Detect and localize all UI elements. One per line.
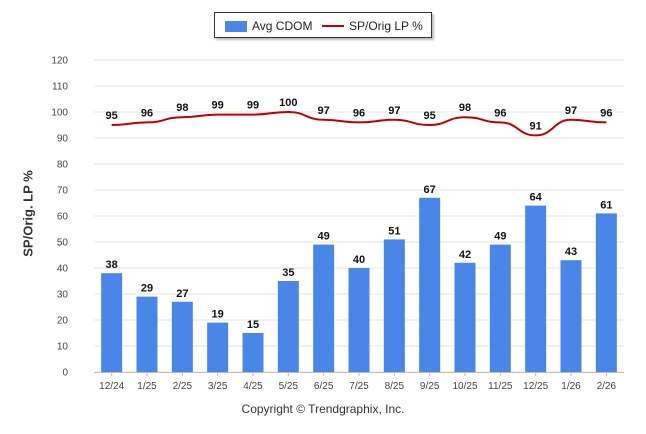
line-swatch-icon xyxy=(322,25,344,27)
bar-data-label: 67 xyxy=(424,184,436,196)
bar-data-label: 42 xyxy=(459,249,471,261)
bar-avg-cdom xyxy=(171,301,193,372)
bar-swatch-icon xyxy=(225,20,247,32)
line-data-label: 97 xyxy=(388,105,400,117)
bar-data-label: 64 xyxy=(530,192,543,204)
x-tick-label: 10/25 xyxy=(452,381,477,392)
bar-data-label: 49 xyxy=(494,231,506,243)
bar-data-label: 49 xyxy=(318,231,330,243)
legend-label-avg-cdom: Avg CDOM xyxy=(252,19,313,33)
y-tick-label: 0 xyxy=(62,368,68,379)
x-tick-label: 6/25 xyxy=(314,381,334,392)
bar-data-label: 51 xyxy=(388,225,400,237)
bar-avg-cdom xyxy=(419,197,441,372)
legend: Avg CDOM SP/Orig LP % xyxy=(214,12,432,38)
line-data-label: 99 xyxy=(212,100,224,112)
x-tick-label: 1/25 xyxy=(137,381,157,392)
bar-data-label: 27 xyxy=(176,288,188,300)
y-axis-title: SP/Orig. LP % xyxy=(20,170,36,257)
y-tick-label: 40 xyxy=(57,264,69,275)
bar-avg-cdom xyxy=(242,333,264,372)
x-tick-label: 12/24 xyxy=(99,381,124,392)
line-data-label: 96 xyxy=(600,107,612,119)
x-tick-label: 5/25 xyxy=(279,381,299,392)
x-tick-label: 1/26 xyxy=(561,381,581,392)
x-tick-label: 9/25 xyxy=(420,381,440,392)
y-tick-label: 20 xyxy=(57,316,69,327)
bar-avg-cdom xyxy=(560,260,582,372)
bar-avg-cdom xyxy=(348,268,370,372)
bar-data-label: 15 xyxy=(247,319,259,331)
y-tick-label: 90 xyxy=(57,134,69,145)
bar-avg-cdom xyxy=(489,244,511,372)
bar-avg-cdom xyxy=(277,281,299,372)
bar-data-label: 61 xyxy=(600,199,612,211)
line-data-label: 91 xyxy=(530,120,542,132)
x-tick-label: 4/25 xyxy=(243,381,263,392)
bar-data-label: 19 xyxy=(212,309,224,321)
y-tick-label: 10 xyxy=(57,342,69,353)
line-data-label: 98 xyxy=(176,102,188,114)
y-tick-label: 110 xyxy=(52,82,68,93)
bar-data-label: 40 xyxy=(353,254,365,266)
bar-data-label: 29 xyxy=(141,283,153,295)
x-tick-label: 12/25 xyxy=(523,381,548,392)
y-tick-label: 30 xyxy=(57,290,69,301)
line-data-label: 98 xyxy=(459,102,471,114)
y-tick-label: 100 xyxy=(51,108,68,119)
x-tick-label: 3/25 xyxy=(208,381,228,392)
legend-item-sp-orig-lp[interactable]: SP/Orig LP % xyxy=(322,19,423,33)
y-tick-label: 70 xyxy=(57,186,69,197)
x-tick-label: 2/25 xyxy=(173,381,193,392)
line-data-label: 95 xyxy=(106,110,118,122)
line-data-label: 96 xyxy=(141,107,153,119)
line-data-label: 96 xyxy=(353,107,365,119)
x-tick-label: 8/25 xyxy=(385,381,405,392)
bar-avg-cdom xyxy=(595,213,617,372)
bar-data-label: 38 xyxy=(106,259,118,271)
bar-avg-cdom xyxy=(101,273,123,372)
line-data-label: 96 xyxy=(494,107,506,119)
bar-avg-cdom xyxy=(207,322,229,372)
legend-label-sp-orig-lp: SP/Orig LP % xyxy=(349,19,423,33)
copyright-text: Copyright © Trendgraphix, Inc. xyxy=(241,402,405,416)
bar-data-label: 43 xyxy=(565,246,577,258)
line-data-label: 100 xyxy=(279,97,297,109)
y-tick-label: 60 xyxy=(57,212,69,223)
line-data-label: 95 xyxy=(424,110,436,122)
bar-avg-cdom xyxy=(136,296,158,372)
y-tick-label: 50 xyxy=(57,238,69,249)
y-tick-label: 80 xyxy=(57,160,69,171)
line-data-label: 99 xyxy=(247,100,259,112)
bar-avg-cdom xyxy=(313,244,335,372)
bar-avg-cdom xyxy=(454,262,476,372)
x-tick-label: 7/25 xyxy=(349,381,369,392)
bar-avg-cdom xyxy=(383,239,405,372)
legend-item-avg-cdom[interactable]: Avg CDOM xyxy=(225,19,312,33)
y-tick-label: 120 xyxy=(51,56,68,67)
series-line-sp-orig-lp xyxy=(111,110,607,137)
line-data-label: 97 xyxy=(565,105,577,117)
x-tick-label: 11/25 xyxy=(488,381,513,392)
line-data-label: 97 xyxy=(318,105,330,117)
x-tick-label: 2/26 xyxy=(597,381,617,392)
bar-data-label: 35 xyxy=(282,267,294,279)
bar-avg-cdom xyxy=(525,205,547,372)
